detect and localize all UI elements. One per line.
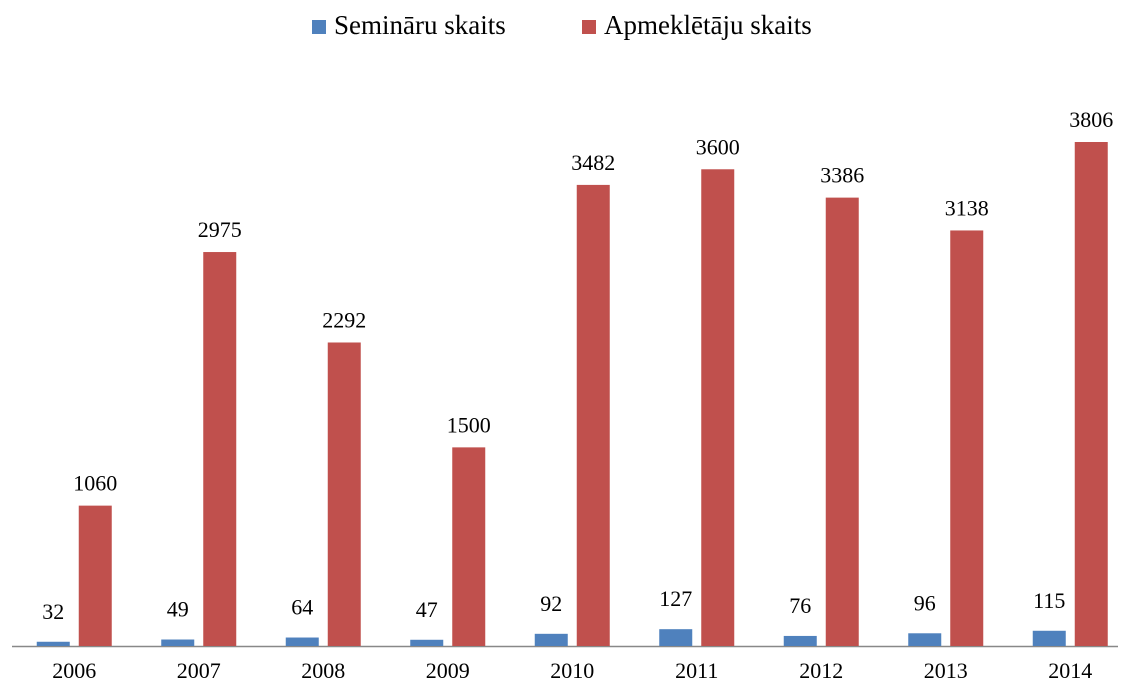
x-tick-label: 2006 — [52, 658, 96, 683]
bar — [659, 629, 693, 646]
x-tick-label: 2009 — [426, 658, 470, 683]
bar — [1032, 630, 1066, 646]
data-label: 2292 — [322, 308, 366, 333]
bar — [534, 633, 568, 646]
data-label: 3806 — [1069, 107, 1113, 132]
data-label: 3138 — [945, 196, 989, 221]
legend-swatch — [312, 20, 326, 34]
bar — [783, 635, 817, 646]
data-label: 115 — [1033, 588, 1065, 613]
x-tick-label: 2014 — [1048, 658, 1092, 683]
data-label: 1060 — [73, 471, 117, 496]
x-tick-label: 2013 — [924, 658, 968, 683]
bar — [452, 447, 486, 646]
data-label: 92 — [540, 591, 562, 616]
data-label: 47 — [416, 597, 438, 622]
bar — [285, 637, 319, 646]
bar — [1074, 142, 1108, 646]
data-label: 1500 — [447, 412, 491, 437]
x-tick-label: 2007 — [177, 658, 221, 683]
x-tick-label: 2012 — [799, 658, 843, 683]
bar — [161, 639, 195, 646]
legend-swatch — [582, 20, 596, 34]
bar — [825, 197, 859, 647]
bar — [576, 184, 610, 646]
legend-label: Semināru skaits — [334, 10, 506, 40]
bar — [327, 342, 361, 646]
data-label: 2975 — [198, 217, 242, 242]
x-tick-label: 2010 — [550, 658, 594, 683]
bar — [908, 633, 942, 646]
bar — [36, 641, 70, 646]
data-label: 127 — [659, 586, 692, 611]
data-label: 3600 — [696, 134, 740, 159]
bar — [701, 169, 735, 646]
x-tick-label: 2008 — [301, 658, 345, 683]
x-tick-label: 2011 — [675, 658, 718, 683]
data-label: 64 — [291, 595, 313, 620]
data-label: 76 — [789, 593, 811, 618]
data-label: 3386 — [820, 163, 864, 188]
data-label: 96 — [914, 590, 936, 615]
data-label: 49 — [167, 597, 189, 622]
data-label: 3482 — [571, 150, 615, 175]
bar — [203, 252, 237, 646]
bar — [950, 230, 984, 646]
bar — [410, 639, 444, 646]
data-label: 32 — [42, 599, 64, 624]
bar — [78, 505, 112, 646]
legend-label: Apmeklētāju skaits — [604, 10, 812, 40]
